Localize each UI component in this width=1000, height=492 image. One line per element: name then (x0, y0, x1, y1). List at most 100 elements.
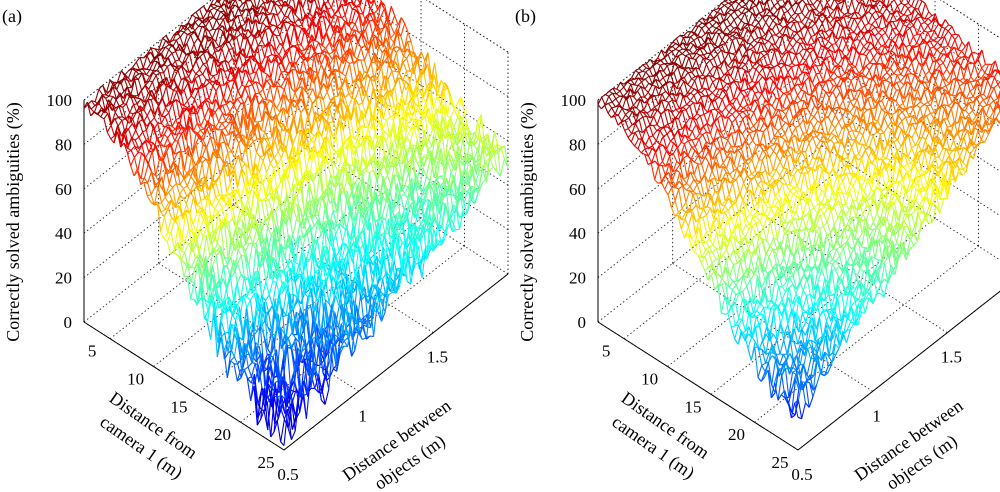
surface-mesh-line (287, 179, 292, 194)
surface-mesh-line (218, 113, 223, 123)
surface-mesh-line (389, 116, 395, 122)
surface-mesh-line (380, 66, 386, 91)
surface-mesh-line (377, 66, 383, 79)
surface-mesh-line (156, 144, 161, 147)
surface-mesh-line (137, 79, 143, 91)
surface-mesh-line (269, 13, 275, 25)
surface-mesh-line (151, 81, 157, 94)
surface-mesh-line (143, 109, 148, 117)
surface-mesh-line (295, 55, 301, 63)
surface-mesh-line (406, 48, 411, 53)
surface-mesh-line (474, 193, 479, 204)
surface-mesh-line (273, 0, 276, 3)
surface-mesh-line (288, 6, 292, 10)
surface-mesh-line (389, 42, 395, 50)
surface-mesh-line (273, 151, 279, 159)
surface-mesh-line (146, 74, 150, 77)
surface-mesh-line (228, 48, 233, 50)
surface-mesh-line (204, 34, 209, 38)
surface-mesh-line (344, 22, 349, 25)
surface-mesh-line (357, 0, 361, 4)
surface-mesh-line (177, 140, 182, 152)
surface-mesh-line (366, 170, 370, 174)
surface-mesh-line (334, 165, 339, 173)
surface-mesh-line (98, 88, 103, 95)
surface-mesh-line (416, 56, 422, 73)
surface-mesh-line (372, 19, 377, 25)
surface-mesh-line (212, 85, 217, 92)
surface-mesh-line (309, 12, 314, 19)
surface-mesh-line (396, 46, 401, 49)
surface-mesh-line (203, 108, 209, 119)
surface-mesh-line (218, 25, 224, 29)
surface-mesh-line (326, 91, 331, 101)
surface-mesh-line (206, 136, 211, 148)
surface-mesh-line (390, 6, 396, 16)
surface-mesh-line (223, 14, 229, 23)
surface-mesh-line (142, 129, 147, 133)
surface-mesh-line (167, 52, 173, 58)
surface-mesh-line (183, 100, 188, 107)
surface-mesh-line (384, 55, 390, 61)
surface-mesh-line (276, 14, 282, 24)
surface-mesh-line (396, 29, 402, 50)
surface-mesh-line (378, 63, 383, 71)
surface-mesh-line (397, 77, 403, 95)
surface-mesh-line (249, 141, 254, 147)
surface-mesh-line (130, 149, 135, 158)
surface-mesh-line (261, 39, 266, 47)
surface-mesh-line (244, 17, 249, 32)
surface-mesh-line (358, 102, 363, 106)
surface-mesh-line (348, 93, 353, 99)
surface-mesh-line (342, 55, 347, 62)
surface-mesh-line (136, 98, 142, 105)
surface-mesh-line (205, 85, 210, 99)
surface-mesh-line (152, 74, 157, 83)
surface-mesh-line (209, 7, 215, 11)
surface-mesh-line (187, 95, 192, 102)
surface-mesh-line (224, 70, 229, 72)
surface-mesh-line (171, 53, 176, 62)
surface-mesh-line (179, 31, 185, 38)
surface-mesh-line (359, 0, 363, 7)
surface-mesh-line (342, 0, 347, 7)
surface-mesh-line (220, 6, 225, 12)
surface-mesh-line (267, 54, 272, 57)
surface-mesh-line (195, 69, 200, 75)
surface-mesh-line (406, 124, 412, 131)
surface-mesh-line (390, 25, 395, 34)
surface-mesh-line (166, 151, 171, 169)
surface-mesh-line (419, 167, 424, 170)
surface-mesh-line (384, 63, 390, 91)
surface-mesh-line (165, 107, 170, 114)
surface-mesh-line (252, 138, 258, 142)
surface-mesh-line (361, 29, 366, 32)
surface-mesh-line (360, 137, 364, 140)
surface-mesh-line (365, 20, 370, 31)
surface-mesh-line (138, 131, 144, 138)
surface-mesh-line (114, 117, 119, 120)
surface-mesh-line (328, 42, 334, 53)
surface-mesh-line (297, 39, 302, 46)
surface-mesh-line (220, 11, 225, 15)
surface-mesh-line (332, 42, 338, 53)
surface-mesh-a (83, 0, 509, 446)
surface-mesh-line (221, 120, 226, 124)
surface-mesh-line (345, 63, 351, 77)
surface-mesh-line (110, 135, 115, 140)
surface-mesh-line (171, 51, 176, 54)
surface-mesh-line (146, 55, 151, 64)
surface-mesh-line (351, 23, 356, 31)
surface-mesh-line (365, 77, 371, 94)
surface-mesh-line (420, 60, 426, 78)
surface-mesh-line (175, 59, 180, 62)
surface-mesh-line (398, 61, 404, 73)
surface-mesh-line (379, 8, 385, 19)
surface-mesh-line (197, 26, 203, 38)
surface-mesh-line (281, 70, 286, 73)
surface-mesh-line (357, 33, 362, 42)
surface-mesh-line (216, 6, 222, 11)
surface-mesh-line (332, 121, 337, 131)
surface-mesh-line (94, 89, 100, 102)
surface-mesh-line (204, 35, 209, 42)
